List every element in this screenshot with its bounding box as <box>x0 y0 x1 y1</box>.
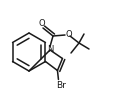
Text: O: O <box>38 19 45 29</box>
Text: Br: Br <box>56 81 66 90</box>
Text: O: O <box>65 31 71 39</box>
Text: N: N <box>46 46 53 55</box>
